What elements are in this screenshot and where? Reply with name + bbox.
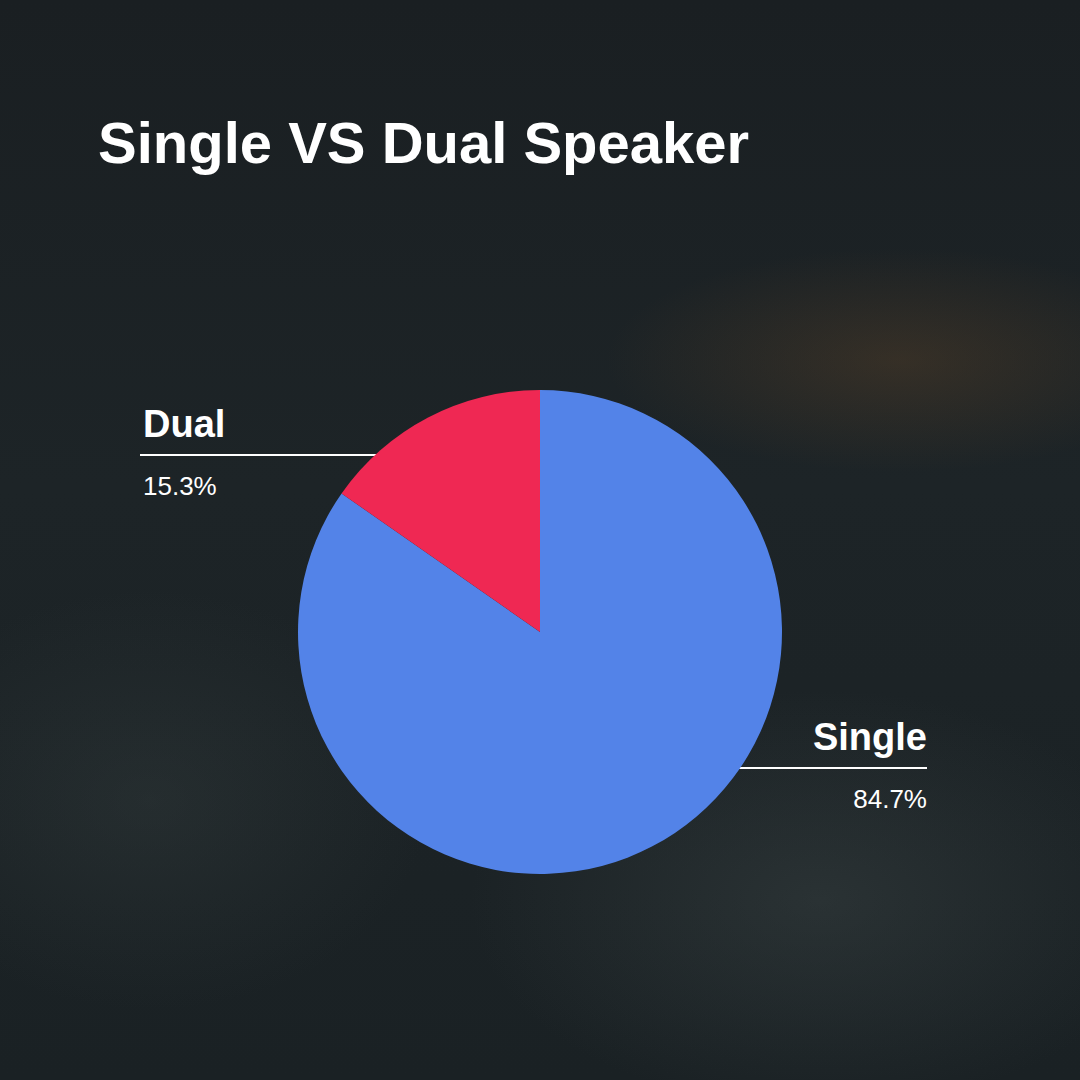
- svg-text:Dual: Dual: [143, 403, 225, 445]
- svg-text:Single VS Dual Speaker: Single VS Dual Speaker: [98, 110, 749, 175]
- svg-text:Single: Single: [813, 716, 927, 758]
- svg-text:84.7%: 84.7%: [853, 784, 927, 814]
- svg-text:15.3%: 15.3%: [143, 471, 217, 501]
